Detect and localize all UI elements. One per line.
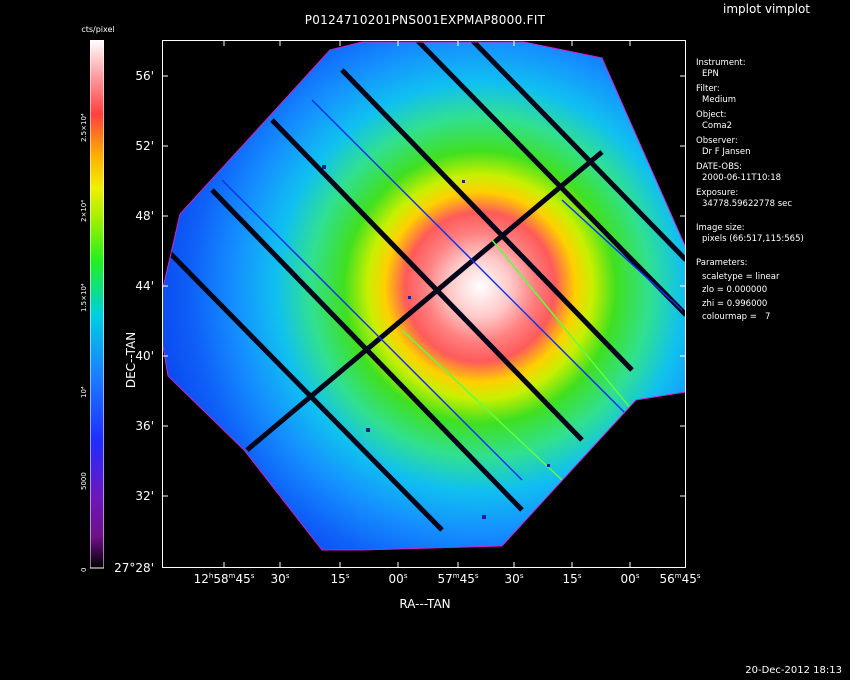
exposure-label: Exposure: bbox=[696, 188, 739, 198]
app-title: implot vimplot bbox=[723, 2, 810, 16]
image-size-value: pixels (66:517,115:565) bbox=[702, 233, 804, 244]
colorbar-tick: 2.5×10⁴ bbox=[80, 113, 88, 142]
filter-label: Filter: bbox=[696, 84, 720, 94]
object-label: Object: bbox=[696, 110, 727, 120]
x-tick-label: 12h58m45s bbox=[193, 572, 255, 586]
colorbar-tick: 10⁴ bbox=[80, 386, 88, 398]
timestamp: 20-Dec-2012 18:13 bbox=[745, 665, 842, 676]
param-zhi: zhi = 0.996000 bbox=[702, 298, 768, 309]
y-tick-label: 48' bbox=[135, 209, 154, 223]
colorbar-tick: 2×10⁴ bbox=[80, 199, 88, 222]
colorbar-tick: 5000 bbox=[80, 472, 88, 490]
colorbar-tick: 0 bbox=[80, 567, 88, 572]
filter-value: Medium bbox=[702, 94, 736, 105]
y-axis-title: DEC--TAN bbox=[124, 331, 138, 389]
x-tick-label: 56m45s bbox=[659, 572, 701, 586]
image-title: P0124710201PNS001EXPMAP8000.FIT bbox=[304, 13, 546, 27]
colorbar-tick: 1.5×10⁴ bbox=[80, 283, 88, 312]
colorbar-unit-label: cts/pixel bbox=[81, 25, 115, 34]
x-tick-label: 57m45s bbox=[437, 572, 479, 586]
image-size-label: Image size: bbox=[696, 223, 745, 233]
x-tick-label: 30s bbox=[270, 572, 290, 586]
x-tick-label: 15s bbox=[562, 572, 582, 586]
param-zlo: zlo = 0.000000 bbox=[702, 285, 768, 295]
date-obs-value: 2000-06-11T10:18 bbox=[702, 172, 782, 183]
instrument-value: EPN bbox=[702, 68, 719, 79]
object-value: Coma2 bbox=[702, 120, 733, 131]
observer-label: Observer: bbox=[696, 136, 738, 146]
exposure-value: 34778.59622778 sec bbox=[702, 198, 793, 209]
date-obs-label: DATE-OBS: bbox=[696, 162, 743, 172]
y-tick-label: 52' bbox=[135, 139, 154, 153]
parameters-label: Parameters: bbox=[696, 258, 748, 268]
x-tick-label: 00s bbox=[620, 572, 640, 586]
exposure-map-plot[interactable] bbox=[162, 40, 686, 568]
y-tick-label: 32' bbox=[135, 489, 154, 503]
param-colourmap: colourmap = 7 bbox=[702, 312, 771, 322]
header-info-panel: Instrument: EPN Filter: Medium Object: Coma… bbox=[696, 58, 846, 328]
observer-value: Dr F Jansen bbox=[702, 146, 751, 157]
x-tick-label: 30s bbox=[504, 572, 524, 586]
x-tick-label: 00s bbox=[388, 572, 408, 586]
y-tick-label: 44' bbox=[135, 279, 154, 293]
y-tick-label: 27°28' bbox=[114, 561, 154, 575]
y-tick-label: 36' bbox=[135, 419, 154, 433]
x-tick-label: 15s bbox=[330, 572, 350, 586]
y-tick-label: 56' bbox=[135, 69, 154, 83]
instrument-label: Instrument: bbox=[696, 58, 746, 68]
y-tick-label: 40' bbox=[135, 349, 154, 363]
x-axis-title: RA---TAN bbox=[399, 597, 451, 611]
colorbar bbox=[90, 40, 104, 569]
param-scaletype: scaletype = linear bbox=[702, 271, 780, 282]
